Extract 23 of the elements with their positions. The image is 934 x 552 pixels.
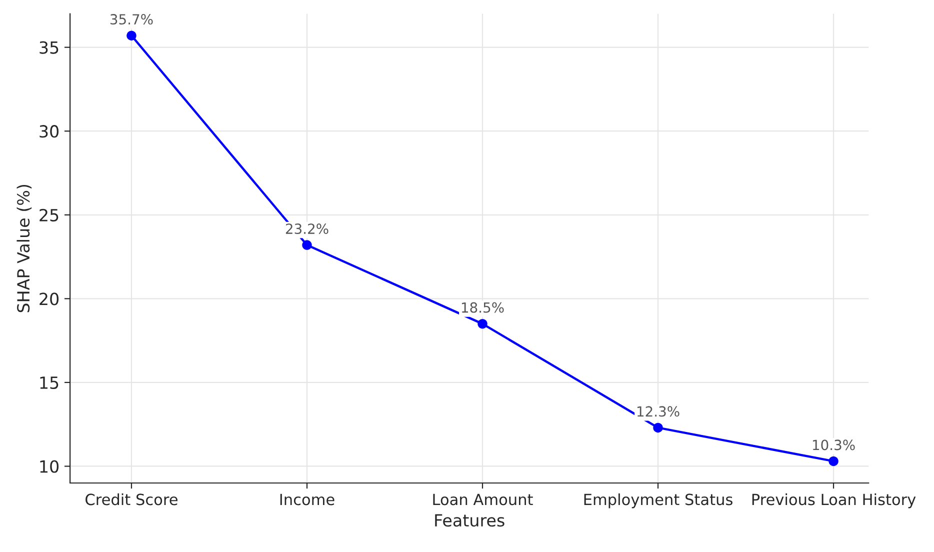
data-label: 10.3% [812, 440, 855, 450]
x-tick-label: Previous Loan History [752, 493, 916, 508]
data-label: 18.5% [462, 302, 504, 313]
x-axis-title: Features [435, 514, 504, 527]
point [828, 456, 838, 466]
y-tick-label: 25 [40, 208, 58, 222]
x-tick-label: Employment Status [584, 493, 732, 508]
point [653, 422, 663, 433]
y-axis-title: SHAP Value (%) [16, 184, 32, 312]
x-tick-label: Credit Score [86, 493, 178, 506]
y-tick-label: 15 [40, 376, 58, 390]
point [478, 318, 488, 329]
point [126, 30, 136, 40]
data-label: 12.3% [637, 406, 680, 417]
y-tick-label: 10 [40, 460, 59, 473]
y-tick-label: 30 [40, 125, 59, 138]
data-label: 23.2% [286, 224, 328, 234]
point [302, 240, 312, 250]
y-tick-label: 35 [40, 41, 58, 54]
x-tick-label: Loan Amount [433, 494, 533, 506]
x-tick-label: Income [280, 494, 334, 506]
data-label: 35.7% [110, 14, 153, 25]
y-tick-label: 20 [40, 292, 59, 306]
